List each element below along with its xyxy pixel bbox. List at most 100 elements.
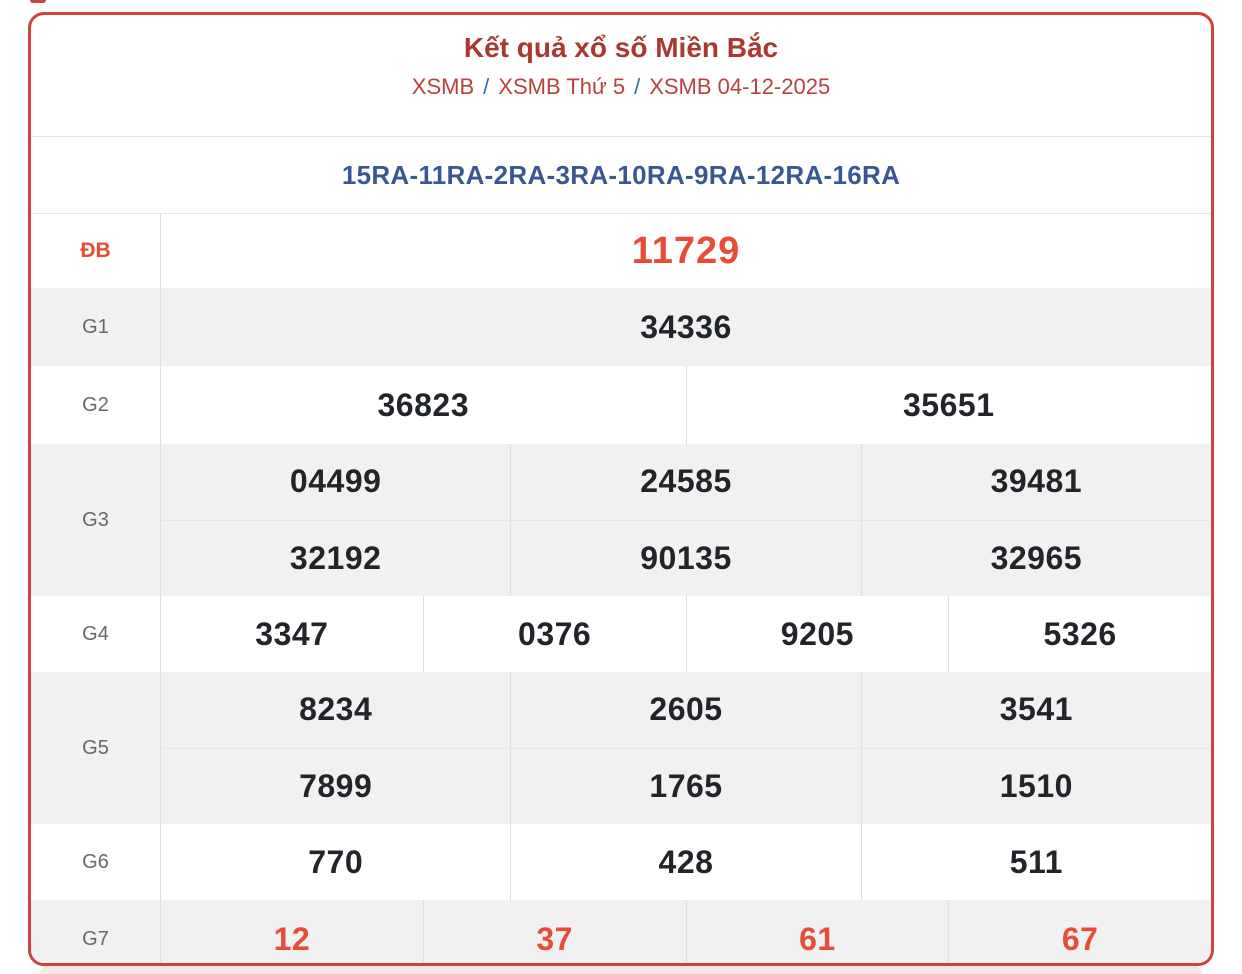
next-section-peek xyxy=(40,966,1202,974)
prize-values-g4: 3347 0376 9205 5326 xyxy=(161,596,1211,672)
loto-codes-link[interactable]: 15RA-11RA-2RA-3RA-10RA-9RA-12RA-16RA xyxy=(341,159,901,190)
prize-number-value: 428 xyxy=(658,843,714,880)
breadcrumb-separator: / xyxy=(634,74,641,99)
prize-line: 11729 xyxy=(161,214,1211,288)
prize-number-value: 90135 xyxy=(640,539,732,576)
prize-label-db: ĐB xyxy=(31,214,161,288)
prize-number-value: 39481 xyxy=(990,463,1083,500)
prize-row-g4: G4 3347 0376 9205 5326 xyxy=(31,596,1211,672)
breadcrumb-link-xsmb-date[interactable]: XSMB 04-12-2025 xyxy=(649,74,831,99)
prize-cell: 34336 xyxy=(161,288,1211,366)
prize-line: 34336 xyxy=(161,288,1211,366)
loto-codes-row: 15RA-11RA-2RA-3RA-10RA-9RA-12RA-16RA xyxy=(31,137,1211,214)
prize-line: 36823 35651 xyxy=(161,366,1211,444)
prize-values-g6: 770 428 511 xyxy=(161,824,1211,900)
prize-number-value: 36823 xyxy=(377,386,469,423)
prize-cell: 32192 xyxy=(161,521,510,597)
prize-number-value: 511 xyxy=(1009,843,1063,880)
prize-number-value: 32192 xyxy=(289,539,382,576)
prize-number-value: 12 xyxy=(273,921,311,957)
prize-row-g7: G7 12 37 61 67 xyxy=(31,900,1211,963)
prize-cell: 67 xyxy=(948,900,1211,963)
prize-cell: 428 xyxy=(510,824,860,900)
page-title: Kết quả xổ số Miền Bắc xyxy=(463,32,779,63)
prize-number-value: 1765 xyxy=(649,767,723,804)
prize-values-g2: 36823 35651 xyxy=(161,366,1211,444)
prize-values-g1: 34336 xyxy=(161,288,1211,366)
previous-section-peek xyxy=(30,0,46,3)
prize-row-g1: G1 34336 xyxy=(31,288,1211,366)
prize-cell: 3541 xyxy=(860,672,1211,748)
prize-cell: 24585 xyxy=(510,444,860,520)
prize-cell: 37 xyxy=(422,900,686,963)
prize-label-g2: G2 xyxy=(31,366,161,444)
prize-line: 8234 2605 3541 xyxy=(161,672,1211,748)
prize-label-g1: G1 xyxy=(31,288,161,366)
prize-row-db: ĐB 11729 xyxy=(31,214,1211,288)
prize-line: 04499 24585 39481 xyxy=(161,444,1211,520)
prize-cell: 90135 xyxy=(510,520,860,596)
card-header: Kết quả xổ số Miền Bắc XSMB / XSMB Thứ 5/X… xyxy=(31,31,1211,137)
prize-number-value: 5326 xyxy=(1043,615,1117,652)
prize-number-value: 32965 xyxy=(990,539,1083,576)
prize-cell: 9205 xyxy=(685,596,949,672)
results-table: ĐB 11729 G1 34336 G2 36823 35651 G3 04499 24585 39… xyxy=(31,214,1211,963)
prize-label-g4: G4 xyxy=(31,596,161,672)
prize-number-value: 9205 xyxy=(780,615,854,652)
prize-line: 770 428 511 xyxy=(161,824,1211,900)
prize-line: 32192 90135 32965 xyxy=(161,519,1211,597)
prize-cell: 35651 xyxy=(685,366,1212,444)
breadcrumb-link-xsmb-thu-5[interactable]: XSMB Thứ 5 xyxy=(498,74,626,99)
prize-cell: 8234 xyxy=(161,672,510,748)
prize-number-value: 11729 xyxy=(631,229,741,272)
prize-row-g5: G5 8234 2605 3541 7899 1765 1510 xyxy=(31,672,1211,824)
prize-cell: 2605 xyxy=(510,672,860,748)
prize-values-g5: 8234 2605 3541 7899 1765 1510 xyxy=(161,672,1211,824)
prize-cell: 511 xyxy=(860,824,1211,900)
prize-cell: 0376 xyxy=(422,596,686,672)
prize-line: 7899 1765 1510 xyxy=(161,747,1211,825)
prize-number-value: 3541 xyxy=(999,691,1073,728)
prize-values-g3: 04499 24585 39481 32192 90135 32965 xyxy=(161,444,1211,596)
prize-line: 3347 0376 9205 5326 xyxy=(161,596,1211,672)
prize-number-value: 3347 xyxy=(255,615,329,652)
prize-cell: 61 xyxy=(685,900,949,963)
prize-number-value: 67 xyxy=(1061,921,1099,957)
breadcrumb-separator: / xyxy=(483,74,490,99)
prize-number-value: 35651 xyxy=(903,386,995,423)
prize-cell: 11729 xyxy=(161,214,1211,288)
prize-cell: 1765 xyxy=(510,748,860,824)
prize-row-g6: G6 770 428 511 xyxy=(31,824,1211,900)
prize-label-g5: G5 xyxy=(31,672,161,824)
prize-cell: 32965 xyxy=(860,520,1211,596)
prize-cell: 1510 xyxy=(860,748,1211,824)
prize-number-value: 0376 xyxy=(518,615,592,652)
prize-cell: 04499 xyxy=(161,444,510,520)
prize-row-g3: G3 04499 24585 39481 32192 90135 32965 xyxy=(31,444,1211,596)
prize-cell: 36823 xyxy=(161,366,686,444)
prize-number-value: 770 xyxy=(308,843,364,880)
prize-number-value: 37 xyxy=(536,921,573,957)
prize-number-value: 2605 xyxy=(649,691,723,728)
breadcrumb: XSMB / XSMB Thứ 5 / XSMB 04-12-2025 xyxy=(31,74,1211,100)
prize-number-value: 1510 xyxy=(999,767,1073,804)
prize-number-value: 24585 xyxy=(640,463,732,500)
prize-number-value: 61 xyxy=(799,921,836,957)
prize-cell: 3347 xyxy=(161,596,423,672)
breadcrumb-link-xsmb[interactable]: XSMB xyxy=(411,74,475,99)
prize-cell: 5326 xyxy=(948,596,1211,672)
prize-number-value: 04499 xyxy=(289,463,382,500)
prize-label-g3: G3 xyxy=(31,444,161,596)
prize-cell: 770 xyxy=(161,824,510,900)
prize-cell: 12 xyxy=(161,900,423,963)
prize-number-value: 8234 xyxy=(299,691,373,728)
prize-number-value: 34336 xyxy=(640,308,732,345)
prize-cell: 7899 xyxy=(161,749,510,825)
prize-values-g7: 12 37 61 67 xyxy=(161,900,1211,963)
prize-label-g6: G6 xyxy=(31,824,161,900)
prize-line: 12 37 61 67 xyxy=(161,900,1211,963)
prize-label-g7: G7 xyxy=(31,900,161,963)
prize-cell: 39481 xyxy=(860,444,1211,520)
prize-row-g2: G2 36823 35651 xyxy=(31,366,1211,444)
results-card: Kết quả xổ số Miền Bắc XSMB / XSMB Thứ 5/X… xyxy=(28,12,1214,966)
